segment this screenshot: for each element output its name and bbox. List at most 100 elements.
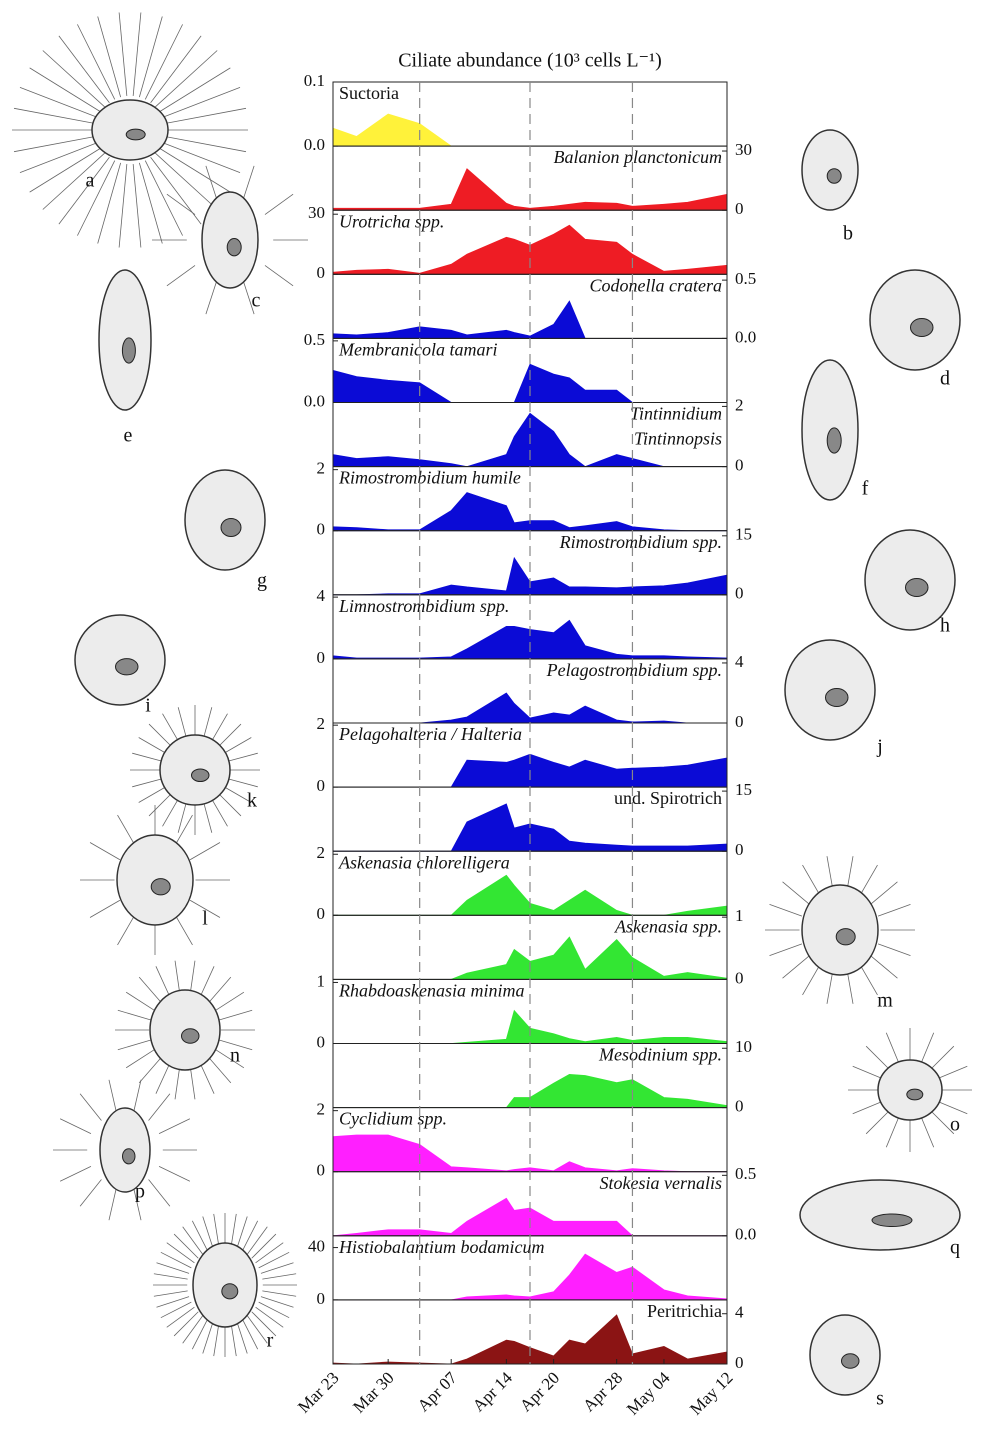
figure-letter: p [135, 1181, 145, 1203]
y2-tick-label: 2 [735, 395, 744, 414]
y-tick-label: 0.0 [304, 135, 325, 154]
nucleus [122, 338, 135, 363]
figure-letter: i [145, 695, 151, 717]
panel-label: Cyclidium spp. [339, 1109, 447, 1129]
y-tick-label: 2 [317, 459, 326, 478]
y2-tick-label: 0 [735, 584, 744, 603]
figure-letter: m [877, 990, 893, 1012]
y-tick-label: 4 [317, 586, 326, 605]
panel-label: Tintinnidium [630, 404, 722, 424]
nucleus [126, 129, 145, 140]
nucleus [151, 879, 170, 895]
y2-tick-label: 0.0 [735, 327, 756, 346]
y2-tick-label: 0.0 [735, 1225, 756, 1244]
panel-label: Stokesia vernalis [600, 1173, 722, 1193]
figure-letter: f [862, 478, 869, 500]
y2-tick-label: 4 [735, 1303, 744, 1322]
nucleus [182, 1029, 200, 1043]
y-tick-label: 0 [317, 263, 326, 282]
y2-tick-label: 1 [735, 906, 744, 925]
y-tick-label: 0 [317, 1032, 326, 1051]
y-tick-label: 2 [317, 714, 326, 733]
figure-letter: c [252, 290, 261, 312]
panel-label: Mesodinium spp. [598, 1045, 722, 1065]
panel-label: Membranicola tamari [338, 340, 497, 360]
y-tick-label: 0.5 [304, 330, 325, 349]
panel-label: Codonella cratera [590, 275, 723, 295]
nucleus [826, 689, 849, 707]
figure-letter: q [950, 1237, 960, 1259]
y-tick-label: 0 [317, 904, 326, 923]
figure-letter: a [86, 170, 95, 192]
panel-label: Histiobalantium bodamicum [338, 1237, 545, 1257]
y-tick-label: 0.1 [304, 71, 325, 90]
y2-tick-label: 0.5 [735, 1164, 756, 1183]
nucleus [872, 1214, 912, 1227]
chart-title: Ciliate abundance (10³ cells L⁻¹) [398, 50, 662, 72]
panel-label: Pelagohalteria / Halteria [338, 724, 522, 744]
y-tick-label: 0 [317, 1289, 326, 1308]
figure-letter: e [124, 425, 133, 447]
y-tick-label: 0 [317, 648, 326, 667]
figure-letter: k [247, 790, 257, 812]
y-tick-label: 30 [308, 203, 325, 222]
y-tick-label: 1 [317, 971, 326, 990]
panel-label: Peritrichia [647, 1301, 722, 1321]
nucleus [192, 769, 210, 782]
nucleus [227, 239, 241, 256]
y-tick-label: 2 [317, 843, 326, 862]
panel-label: Pelagostrombidium spp. [546, 660, 722, 680]
figure-letter: o [950, 1114, 960, 1136]
figure-letter: h [940, 615, 950, 637]
nucleus [116, 659, 139, 675]
figure-letter: n [230, 1045, 240, 1067]
y-tick-label: 0 [317, 1161, 326, 1180]
panel-label: und. Spirotrich [614, 788, 722, 808]
figure-letter: b [843, 223, 853, 245]
y2-tick-label: 15 [735, 780, 752, 799]
figure-letter: r [267, 1330, 274, 1352]
y2-tick-label: 0 [735, 1097, 744, 1116]
y2-tick-label: 30 [735, 140, 752, 159]
nucleus [906, 579, 929, 597]
panel-label: Limnostrombidium spp. [338, 596, 509, 616]
y-tick-label: 2 [317, 1100, 326, 1119]
nucleus [827, 428, 841, 453]
figure-letter: j [876, 736, 883, 758]
y2-tick-label: 10 [735, 1037, 752, 1056]
nucleus [123, 1149, 136, 1164]
figure-letter: l [202, 908, 208, 930]
nucleus [222, 1284, 238, 1299]
y2-tick-label: 0.5 [735, 269, 756, 288]
y-tick-label: 40 [308, 1236, 325, 1255]
y2-tick-label: 4 [735, 652, 744, 671]
nucleus [836, 929, 855, 945]
y2-tick-label: 0 [735, 1353, 744, 1372]
y-tick-label: 0 [317, 520, 326, 539]
y2-tick-label: 0 [735, 712, 744, 731]
panel-label: Balanion planctonicum [554, 147, 722, 167]
y2-tick-label: 0 [735, 199, 744, 218]
y-tick-label: 0.0 [304, 391, 325, 410]
nucleus [842, 1354, 860, 1368]
y2-tick-label: 0 [735, 456, 744, 475]
nucleus [827, 169, 841, 183]
panel-label: Rhabdoaskenasia minima [338, 981, 524, 1001]
panel-label: Rimostrombidium humile [338, 468, 521, 488]
y2-tick-label: 15 [735, 525, 752, 544]
panel-label: Askenasia spp. [614, 916, 722, 936]
panel-label: Rimostrombidium spp. [559, 532, 722, 552]
figure-letter: s [876, 1388, 884, 1410]
nucleus [907, 1089, 923, 1100]
nucleus [221, 519, 241, 537]
figure-letter: g [257, 570, 267, 592]
nucleus [911, 319, 934, 337]
panel-label: Urotricha spp. [339, 211, 444, 231]
y2-tick-label: 0 [735, 840, 744, 859]
figure: abcdefghijklmnopqrs 0.00.1Suctoria030Bal… [0, 0, 989, 1439]
y2-tick-label: 0 [735, 968, 744, 987]
y-tick-label: 0 [317, 776, 326, 795]
panel-label: Askenasia chlorelligera [338, 852, 510, 872]
figure-letter: d [940, 368, 950, 390]
panel-label: Tintinnopsis [634, 429, 722, 449]
